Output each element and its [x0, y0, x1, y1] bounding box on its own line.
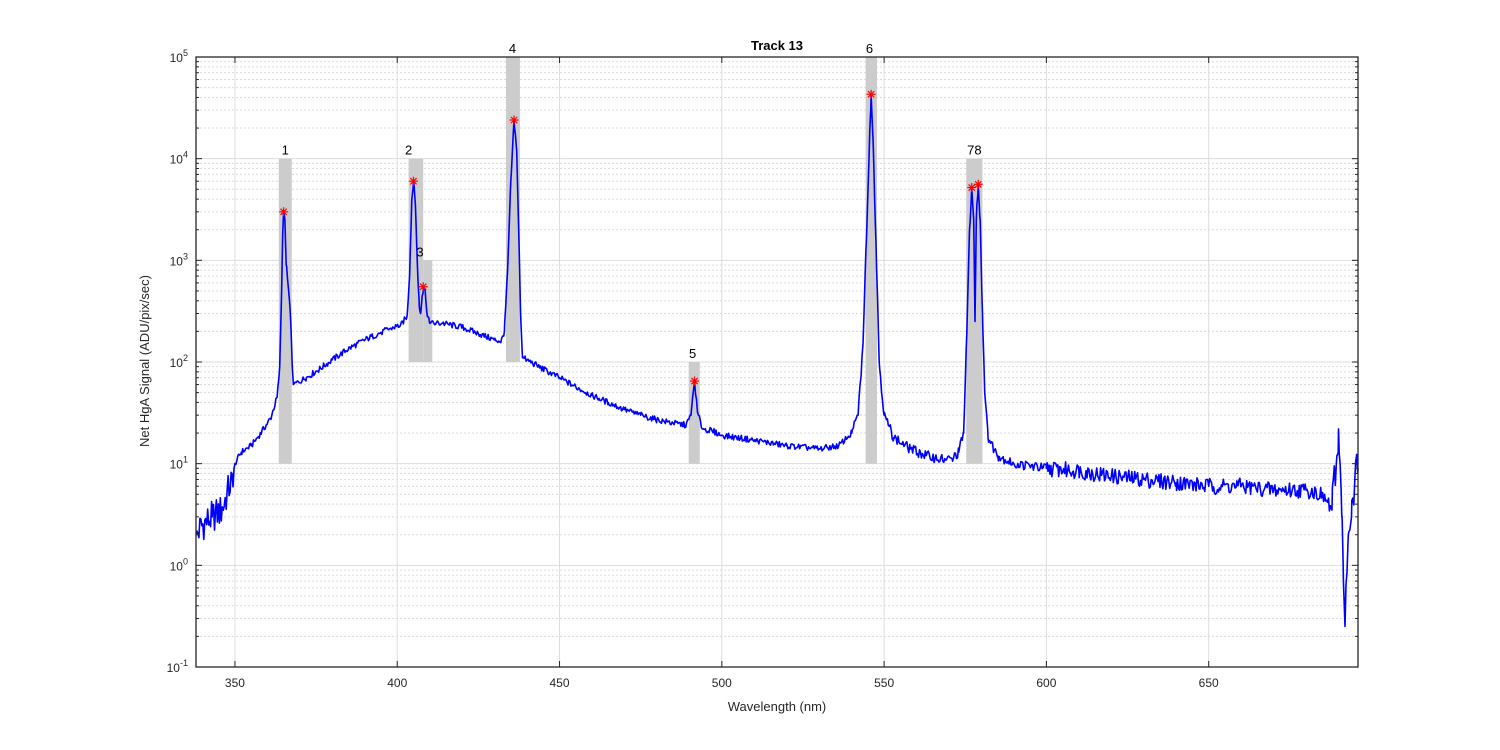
x-tick-label: 650: [1199, 676, 1219, 690]
y-axis-label: Net HgA Signal (ADU/pix/sec): [137, 275, 152, 447]
marker-layer: [279, 89, 983, 386]
y-tick-exponent: 0: [183, 556, 188, 566]
y-tick-base: 10: [170, 153, 184, 167]
peak-marker-1: [279, 207, 289, 217]
y-tick-exponent: 4: [183, 150, 188, 160]
peak-marker-stroke: [419, 283, 427, 291]
y-tick-label: 103: [170, 251, 188, 268]
peak-marker-4: [509, 115, 519, 125]
y-tick-label: 100: [170, 556, 188, 573]
peak-band-5: [688, 362, 700, 464]
y-tick-base: 10: [170, 254, 184, 268]
chart-title: Track 13: [751, 38, 803, 53]
peak-label-5: 5: [689, 346, 696, 361]
peak-label-78: 78: [967, 143, 981, 158]
peak-marker-6: [866, 89, 876, 99]
peak-marker-7: [967, 183, 977, 193]
x-tick-label: 400: [387, 676, 407, 690]
peak-marker-stroke: [867, 90, 875, 98]
peak-label-4: 4: [509, 41, 516, 56]
x-tick-label: 600: [1036, 676, 1056, 690]
x-tick-label: 350: [225, 676, 245, 690]
peak-label-3: 3: [416, 244, 423, 259]
y-tick-exponent: 5: [183, 48, 188, 58]
y-tick-base: 10: [167, 661, 181, 675]
y-tick-label: 102: [170, 353, 188, 370]
peak-marker-stroke: [280, 208, 288, 216]
x-tick-label: 450: [550, 676, 570, 690]
y-tick-exponent: 1: [183, 455, 188, 465]
y-tick-label: 101: [170, 455, 188, 472]
peak-marker-stroke: [690, 377, 699, 385]
peak-band-3: [423, 260, 433, 362]
y-tick-base: 10: [170, 356, 184, 370]
y-tick-exponent: 2: [183, 353, 188, 363]
y-tick-label: 104: [170, 150, 188, 167]
peak-label-2: 2: [405, 143, 412, 158]
peak-marker-stroke: [510, 116, 518, 124]
x-tick-label: 500: [712, 676, 732, 690]
peak-label-1: 1: [282, 143, 289, 158]
y-tick-base: 10: [170, 51, 184, 65]
peak-marker-stroke: [968, 183, 976, 192]
line-layer: [195, 93, 1359, 628]
peak-marker-stroke: [974, 180, 982, 188]
x-tick-label: 550: [874, 676, 894, 690]
y-tick-base: 10: [170, 458, 184, 472]
signal-line: [195, 93, 1359, 628]
y-tick-label: 10-1: [167, 658, 188, 675]
peak-band-6: [865, 57, 877, 464]
peak-marker-5: [690, 376, 700, 386]
y-tick-label: 105: [170, 48, 188, 65]
peak-band-4: [505, 57, 520, 362]
y-tick-base: 10: [170, 559, 184, 573]
peak-marker-2: [408, 176, 418, 186]
frame-layer: [195, 56, 1359, 668]
x-axis-label: Wavelength (nm): [728, 699, 827, 714]
peak-label-6: 6: [866, 41, 873, 56]
peak-marker-stroke: [409, 177, 418, 185]
peak-marker-3: [418, 282, 428, 292]
peak-marker-8: [973, 179, 983, 189]
y-tick-exponent: -1: [180, 658, 188, 668]
y-tick-exponent: 3: [183, 251, 188, 261]
